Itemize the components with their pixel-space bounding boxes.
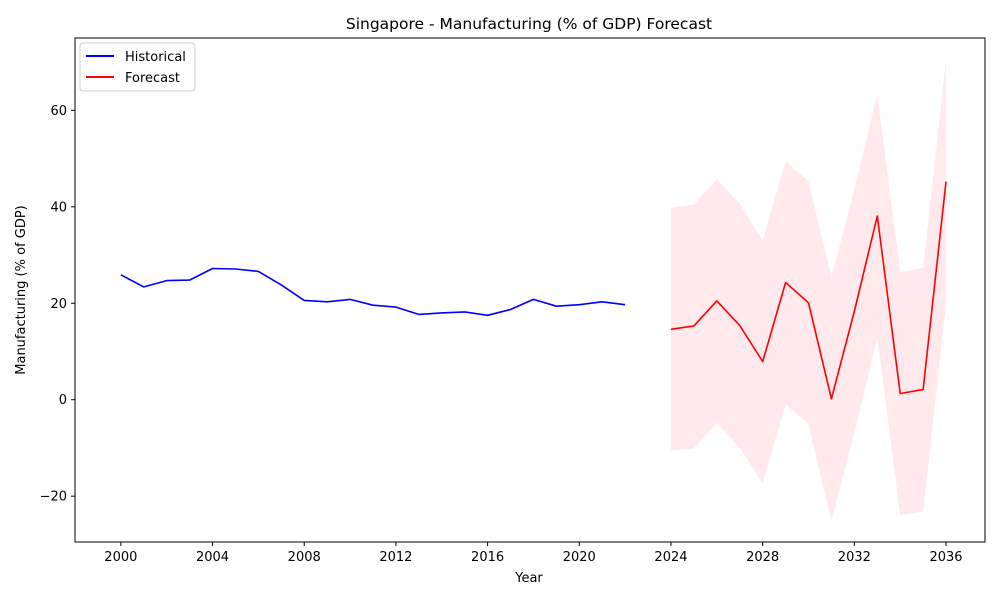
- y-tick-label: 60: [50, 104, 67, 119]
- x-tick-label: 2020: [563, 550, 596, 565]
- plot-area-frame: [74, 37, 986, 543]
- x-axis-label: Year: [514, 571, 543, 586]
- x-tick-label: 2028: [746, 550, 779, 565]
- series-line-historical: [120, 267, 626, 317]
- series-line-forecast: [670, 181, 947, 400]
- forecast-confidence-band: [671, 60, 946, 521]
- x-tick-label: 2008: [288, 550, 321, 565]
- legend-forecast-label: Forecast: [125, 71, 180, 86]
- x-axis-ticks: 2000 2004 2008 2012 2016 2020 2024 2028 2032 2036: [104, 542, 963, 565]
- y-axis-ticks: −20 0 20 40 60: [40, 104, 75, 505]
- y-tick-label: 20: [50, 297, 67, 312]
- x-tick-label: 2004: [196, 550, 229, 565]
- series-line-layer: [120, 181, 947, 400]
- x-tick-label: 2012: [379, 550, 412, 565]
- x-tick-label: 2036: [929, 550, 962, 565]
- legend: Historical Forecast: [79, 42, 196, 92]
- y-axis-label: Manufacturing (% of GDP): [14, 205, 29, 374]
- y-tick-label: 40: [50, 200, 67, 215]
- y-tick-label: 0: [59, 393, 67, 408]
- x-tick-label: 2000: [104, 550, 137, 565]
- y-tick-label: −20: [40, 490, 67, 505]
- confidence-band-layer: [671, 60, 946, 521]
- legend-historical-label: Historical: [125, 50, 186, 65]
- x-tick-label: 2032: [838, 550, 871, 565]
- chart-title: Singapore - Manufacturing (% of GDP) For…: [346, 15, 712, 33]
- x-tick-label: 2016: [471, 550, 504, 565]
- x-tick-label: 2024: [654, 550, 687, 565]
